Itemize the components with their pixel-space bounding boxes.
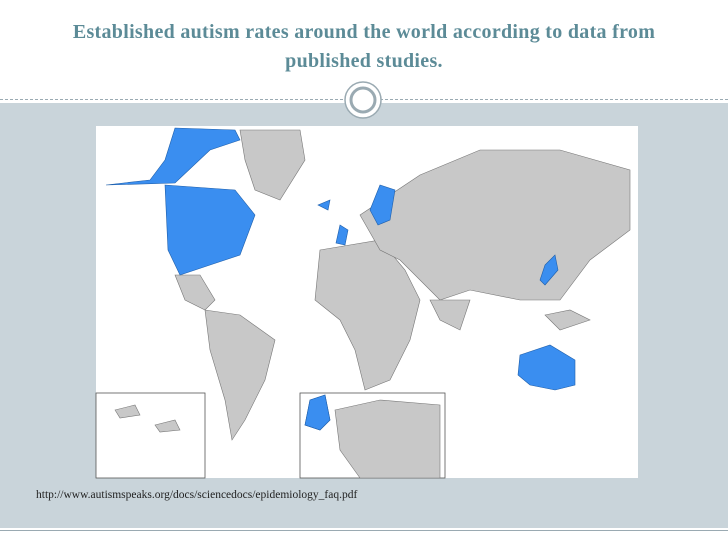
source-url: http://www.autismspeaks.org/docs/science… xyxy=(36,489,358,501)
footer-rule xyxy=(0,530,728,531)
slide-title: Established autism rates around the worl… xyxy=(72,21,656,72)
land xyxy=(174,129,631,441)
inset-land xyxy=(114,404,181,433)
inset-highlight xyxy=(304,394,331,431)
inset-land xyxy=(334,399,441,479)
inset-frame xyxy=(95,392,206,479)
ornament-inner xyxy=(349,86,377,114)
